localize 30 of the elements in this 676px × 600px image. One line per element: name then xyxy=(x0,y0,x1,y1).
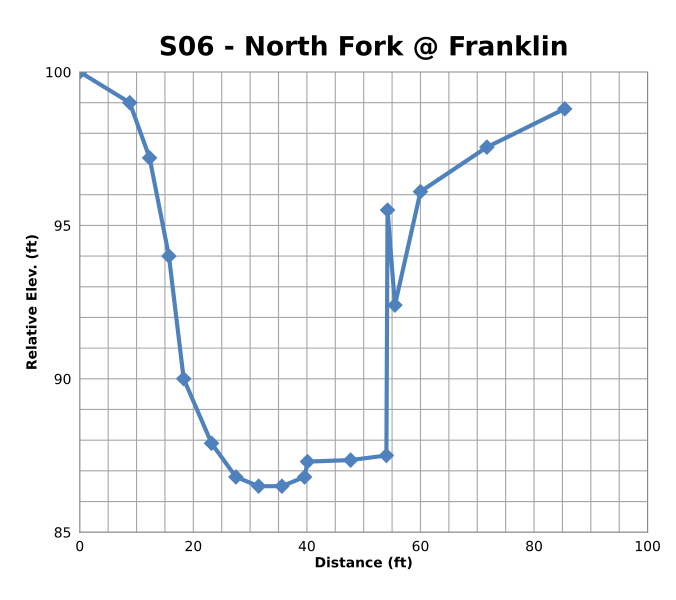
y-tick-label: 90 xyxy=(54,374,71,384)
point xyxy=(297,469,312,485)
x-tick-label: 20 xyxy=(186,540,202,552)
point xyxy=(378,448,394,464)
x-tick-label: 40 xyxy=(298,540,315,552)
chart-title: S06 - North Fork @ Franklin xyxy=(160,35,566,60)
x-tick-label: 60 xyxy=(412,540,428,552)
point xyxy=(142,150,158,166)
x-tick-label: 0 xyxy=(76,540,84,552)
point xyxy=(176,371,192,386)
point xyxy=(161,248,176,264)
point xyxy=(274,478,290,494)
point xyxy=(343,452,358,468)
point xyxy=(251,478,266,494)
y-axis-title: Relative Elev. (ft) xyxy=(26,235,38,369)
point xyxy=(204,436,220,451)
y-tick-label: 100 xyxy=(46,66,71,78)
point xyxy=(122,95,138,110)
x-tick-label: 80 xyxy=(526,540,542,552)
x-axis-title: Distance (ft) xyxy=(316,556,412,570)
point xyxy=(387,298,402,313)
point xyxy=(479,140,494,155)
point xyxy=(412,184,428,200)
y-tick-label: 85 xyxy=(54,527,70,538)
point xyxy=(380,202,396,218)
y-tick-label: 95 xyxy=(54,220,70,231)
point xyxy=(228,469,244,485)
point xyxy=(557,101,572,116)
x-tick-label: 100 xyxy=(636,540,660,552)
point xyxy=(300,454,316,470)
